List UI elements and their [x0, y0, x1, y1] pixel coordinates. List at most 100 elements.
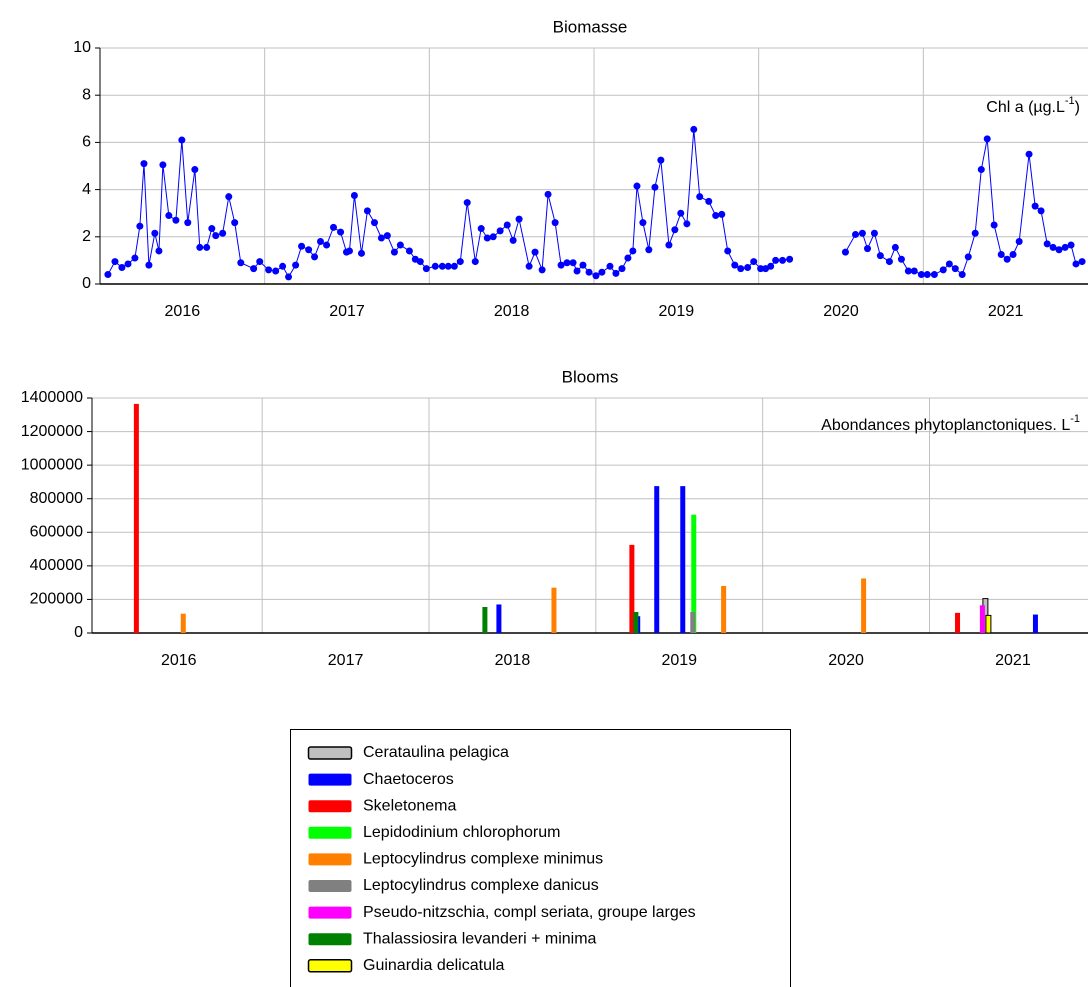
data-point: [997, 251, 1005, 258]
data-point: [363, 207, 371, 215]
annotation-text: Abondances phytoplanctoniques. L: [821, 417, 1070, 434]
annotation: Abondances phytoplanctoniques. L-1: [821, 413, 1080, 434]
data-point: [196, 243, 204, 251]
legend-swatch: [308, 880, 352, 892]
data-point: [191, 166, 199, 174]
data-point: [551, 219, 559, 227]
data-point: [677, 209, 685, 217]
data-point: [724, 247, 732, 255]
y-tick-label: 6: [82, 134, 91, 151]
data-point: [463, 199, 471, 207]
data-point: [983, 135, 991, 143]
data-point: [563, 259, 571, 267]
data-point: [219, 229, 227, 237]
data-point: [184, 219, 192, 227]
legend-label: Chaetoceros: [363, 771, 454, 788]
data-point: [390, 248, 398, 256]
data-point: [1009, 251, 1017, 258]
data-point: [897, 255, 905, 263]
data-point: [851, 230, 859, 238]
data-point: [598, 268, 606, 276]
data-point: [757, 265, 765, 273]
data-point: [657, 156, 665, 164]
data-point: [155, 247, 163, 255]
bar: [690, 612, 696, 633]
data-point: [178, 136, 186, 144]
x-tick-label: 2021: [988, 303, 1024, 320]
legend-swatch: [308, 853, 352, 866]
x-tick-label: 2017: [329, 303, 365, 320]
data-point: [405, 247, 413, 255]
data-point: [917, 271, 925, 279]
data-point: [718, 210, 726, 218]
bar: [985, 614, 992, 634]
data-point: [311, 253, 319, 261]
legend-label: Thalassiosira levanderi + minima: [363, 930, 597, 947]
legend-swatch: [308, 800, 352, 813]
data-point: [323, 241, 331, 249]
x-tick-label: 2019: [661, 652, 697, 669]
data-point: [624, 254, 632, 262]
data-point: [203, 243, 211, 251]
legend-box: [290, 729, 791, 987]
data-point: [422, 265, 430, 273]
x-tick-label: 2016: [165, 303, 201, 320]
data-point: [1025, 150, 1033, 158]
data-point: [705, 197, 713, 205]
data-point: [841, 248, 849, 256]
data-point: [1031, 202, 1039, 210]
legend-label: Lepidodinium chlorophorum: [363, 824, 560, 841]
bar: [955, 612, 961, 633]
legend-label: Pseudo-nitzschia, compl seriata, groupe …: [363, 904, 696, 921]
data-point: [316, 238, 324, 246]
data-point: [231, 219, 239, 227]
data-point: [496, 227, 504, 235]
data-point: [665, 241, 673, 249]
data-point: [990, 221, 998, 229]
data-point: [329, 223, 337, 231]
legend-swatch: [308, 933, 352, 946]
data-point: [1037, 207, 1045, 215]
data-point: [337, 228, 345, 236]
annotation-end: ): [1075, 99, 1080, 116]
data-point: [750, 258, 758, 266]
legend-swatch: [307, 959, 353, 973]
data-point: [891, 243, 899, 251]
data-point: [573, 267, 581, 275]
data-point: [858, 229, 866, 237]
data-point: [431, 262, 439, 270]
data-point: [350, 192, 358, 199]
bar: [629, 544, 635, 633]
data-point: [111, 258, 119, 266]
data-point: [477, 225, 485, 233]
data-point: [383, 232, 391, 240]
data-point: [964, 253, 972, 261]
data-point: [279, 262, 287, 270]
data-point: [140, 160, 148, 168]
data-point: [629, 247, 637, 255]
data-point: [744, 263, 752, 271]
data-point: [483, 234, 491, 242]
data-point: [939, 266, 947, 274]
legend-swatch: [308, 906, 352, 919]
data-point: [444, 262, 452, 270]
data-point: [951, 265, 959, 273]
chart-title: Blooms: [562, 367, 619, 386]
y-tick-label: 1200000: [21, 423, 83, 440]
data-point: [104, 271, 112, 279]
data-point: [345, 247, 353, 255]
annotation-text: Chl a (µg.L: [986, 99, 1065, 116]
bar: [861, 578, 867, 633]
y-tick-label: 600000: [30, 524, 83, 541]
y-tick-label: 1400000: [21, 389, 83, 406]
data-point: [904, 267, 912, 275]
data-point: [151, 229, 159, 237]
data-point: [945, 260, 953, 268]
bar: [721, 586, 727, 633]
data-point: [509, 236, 517, 244]
y-tick-label: 2: [82, 228, 91, 245]
data-point: [212, 232, 220, 240]
data-point: [1043, 240, 1051, 248]
data-point: [612, 269, 620, 277]
